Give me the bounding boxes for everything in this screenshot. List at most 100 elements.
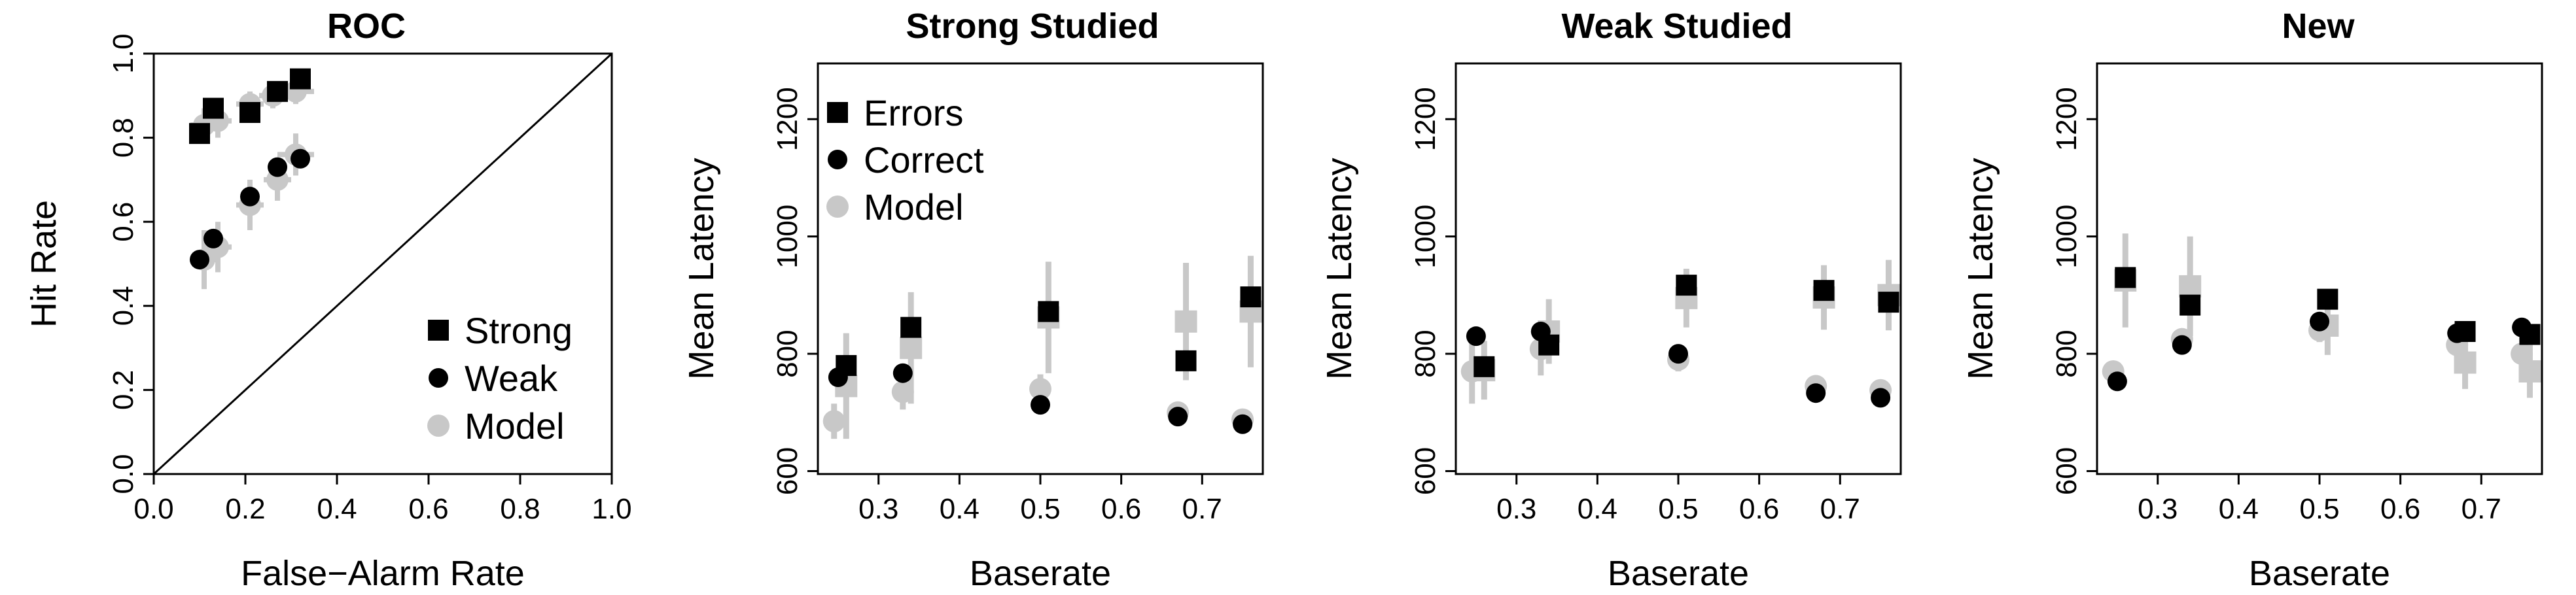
chance-diagonal [152,52,613,475]
x-tick-label: 0.5 [1020,493,1060,525]
legend-label: Model [864,186,964,228]
data-point [2172,335,2192,355]
legend-marker [429,368,448,388]
series-weak [190,148,310,270]
y-tick-label: 800 [2051,330,2083,377]
data-point [900,337,923,360]
y-tick-label: 1.0 [107,33,139,73]
y-axis-label: Mean Latency [682,158,721,379]
y-tick-label: 1000 [2051,205,2083,269]
series-correct [2107,311,2532,392]
x-tick-label: 0.7 [1182,493,1222,525]
data-point [900,316,922,338]
panel-4: New 0.3 0.4 0.5 0.6 0.7 600 800 1000 1200 Baserate… [1961,7,2543,593]
legend-label: Strong [465,310,573,351]
x-tick-label: 0.4 [1578,493,1617,525]
x-tick-label: 0.7 [2461,493,2501,525]
data-point [2179,294,2201,316]
y-tick-label: 0.8 [107,118,139,158]
y-tick-label: 1200 [1409,87,1441,151]
data-point [1240,286,1262,308]
panel-2: Strong Studied 0.3 0.4 0.5 0.6 0.7 600 800 1000 1… [682,7,1264,593]
y-tick-label: 800 [1409,330,1441,377]
data-point [1038,301,1059,322]
x-tick-label: 0.3 [1496,493,1536,525]
data-point [2447,323,2467,343]
data-point [1871,388,1891,408]
data-point [190,250,209,270]
x-tick-label: 0.5 [2299,493,2339,525]
panel-3: Weak Studied 0.3 0.4 0.5 0.6 0.7 600 800 1000 120… [1320,7,1902,593]
plot-frame [2096,62,2543,475]
y-tick-label: 1200 [771,87,803,151]
y-tick-label: 1000 [1409,205,1441,269]
data-point [203,228,223,248]
data-point [1676,275,1697,296]
y-tick-label: 600 [1409,447,1441,495]
x-axis-label: False−Alarm Rate [241,554,525,593]
y-tick-label: 0.6 [107,202,139,242]
panel-title: Weak Studied [1561,7,1792,46]
y-axis-label: Mean Latency [1961,158,2000,379]
legend-marker [427,415,450,437]
data-point [891,381,914,403]
data-point [1175,350,1197,371]
series-strong [189,68,311,144]
y-tick-label: 1000 [771,205,803,269]
x-tick-label: 0.6 [1739,493,1779,525]
data-point [828,367,848,387]
data-point [290,68,311,90]
data-point [2511,343,2533,366]
data-point [239,102,260,124]
y-axis-label: Mean Latency [1320,158,1359,379]
data-point [1473,356,1495,377]
x-tick-label: 0.3 [858,493,898,525]
y-tick-label: 0.2 [107,370,139,410]
data-point [203,97,224,119]
data-point [1806,383,1826,403]
data-point [2317,288,2338,310]
data-point [1233,414,1253,434]
data-point [1878,292,1899,313]
x-tick-label: 0.0 [133,493,173,525]
data-point [189,123,210,144]
data-point [1466,326,1486,347]
data-point [2310,311,2329,332]
panel-title: ROC [327,7,406,46]
series-model-errors [835,256,1262,439]
data-point [1029,377,1051,400]
x-tick-label: 0.6 [408,493,448,525]
y-tick-label: 0.4 [107,286,139,326]
y-tick-label: 600 [2051,447,2083,495]
legend: Strong Weak Model [427,310,573,447]
series-correct [1466,321,1891,408]
x-axis-label: Baserate [970,554,1111,593]
x-tick-label: 0.3 [2138,493,2178,525]
x-tick-label: 0.4 [940,493,979,525]
panel-1: ROC 0.0 0.2 0.4 0.6 0.8 1.0 0.0 0.2 0.4 0.6 0.8 1.0 F… [24,7,632,593]
x-tick-label: 0.5 [1658,493,1698,525]
legend-label: Correct [864,139,984,180]
legend-marker [828,150,847,169]
series-errors [1473,275,1899,377]
legend-label: Errors [864,92,963,133]
data-point [1174,310,1197,333]
x-tick-label: 0.8 [500,493,540,525]
series-model-errors [2114,233,2541,398]
data-point [2512,317,2532,337]
data-point [268,157,287,177]
x-tick-label: 0.6 [2380,493,2420,525]
data-point [892,363,913,383]
series-errors [836,286,1262,377]
y-axis-label: Hit Rate [24,200,63,328]
x-tick-label: 0.2 [225,493,265,525]
data-point [2179,275,2202,298]
data-point [2107,371,2127,392]
data-point [267,80,288,102]
legend-marker [428,320,449,341]
legend-marker [826,196,849,218]
y-tick-label: 600 [771,447,803,495]
series-correct [828,363,1253,434]
y-tick-label: 0.0 [107,454,139,494]
